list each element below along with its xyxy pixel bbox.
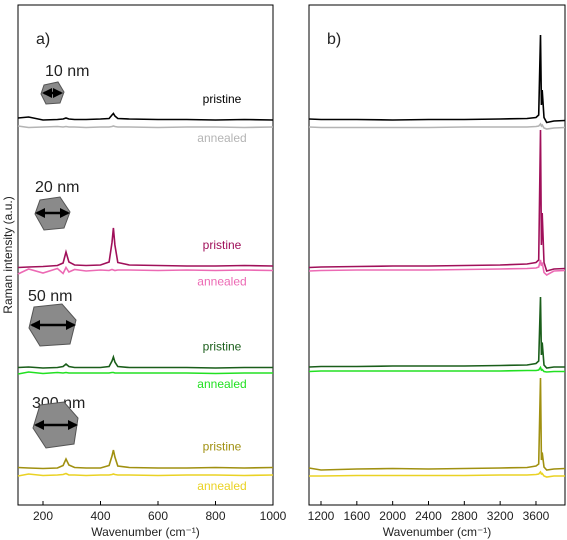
spectrum-line: [308, 34, 566, 124]
series-label: annealed: [197, 377, 246, 391]
series-label: annealed: [197, 275, 246, 289]
spectrum-line: [17, 449, 274, 470]
spectrum-line: [17, 125, 274, 129]
spectrum-line: [17, 112, 274, 121]
spectrum-line: [17, 472, 274, 477]
x-tick-label: 600: [148, 509, 168, 523]
spectrum-line: [17, 265, 274, 275]
spectrum-line: [309, 470, 565, 478]
series-label: pristine: [203, 238, 242, 252]
spectrum-line: [308, 377, 566, 471]
size-label: 20 nm: [35, 179, 79, 196]
size-label: 10 nm: [45, 63, 89, 80]
series-label: annealed: [197, 131, 246, 145]
x-tick-label: 1200: [308, 509, 335, 523]
x-tick-label: 3200: [487, 509, 514, 523]
x-tick-label: 2800: [451, 509, 478, 523]
spectrum-line: [17, 227, 274, 269]
x-tick-label: 1600: [343, 509, 370, 523]
x-tick-label: 2400: [415, 509, 442, 523]
x-tick-label: 2000: [379, 509, 406, 523]
spectrum-line: [308, 296, 565, 369]
plot-frame: [308, 4, 566, 506]
spectrum-line: [308, 259, 566, 276]
x-tick-label: 800: [205, 509, 225, 523]
series-label: pristine: [203, 92, 242, 106]
series-label: pristine: [203, 440, 242, 454]
panel-label: a): [36, 31, 50, 48]
series-label: pristine: [203, 340, 242, 354]
size-label: 50 nm: [28, 288, 72, 305]
x-tick-label: 3600: [523, 509, 550, 523]
y-axis-label: Raman intensity (a.u.): [1, 196, 15, 313]
spectrum-line: [17, 371, 273, 375]
spectrum-line: [17, 354, 273, 369]
x-tick-label: 400: [90, 509, 110, 523]
x-axis-label: Wavenumber (cm⁻¹): [383, 525, 492, 539]
spectrum-line: [308, 129, 566, 272]
x-tick-label: 200: [33, 509, 53, 523]
spectrum-line: [308, 122, 566, 130]
plot-frame: [17, 4, 274, 506]
spectrum-line: [308, 365, 565, 373]
x-axis-label: Wavenumber (cm⁻¹): [91, 525, 200, 539]
panel-label: b): [327, 31, 341, 48]
series-label: annealed: [197, 479, 246, 493]
x-tick-label: 1000: [260, 509, 287, 523]
